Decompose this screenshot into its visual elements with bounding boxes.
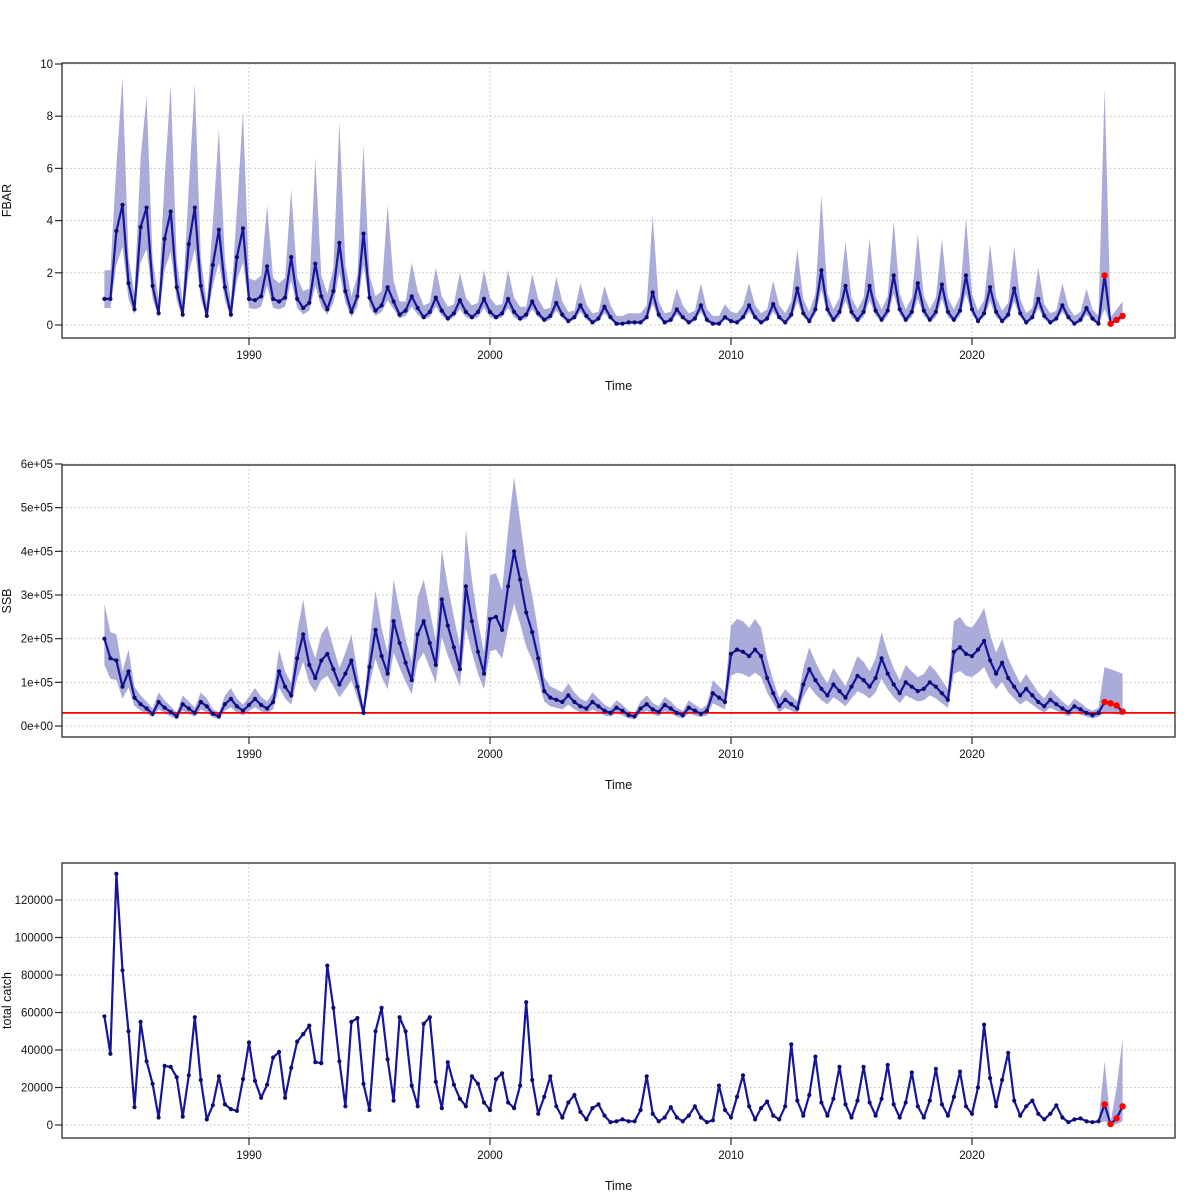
ssb-xtick-label: 2010 bbox=[718, 749, 744, 761]
ssb-ytick-label: 4e+05 bbox=[21, 546, 53, 558]
fbar-xtick-label: 1990 bbox=[236, 350, 262, 362]
fbar-markers bbox=[102, 202, 1101, 326]
total-catch-ytick-label: 40000 bbox=[21, 1045, 53, 1057]
ssb-y-axis: 0e+00 1e+05 2e+05 3e+05 4e+05 5e+05 6e+05 bbox=[21, 459, 62, 733]
total-catch-ytick-label: 80000 bbox=[21, 970, 53, 982]
ssb-forecast-points bbox=[1101, 698, 1126, 715]
total-catch-panel: 0 20000 40000 60000 80000 100000 120000 1990 200… bbox=[0, 862, 1176, 1193]
ssb-x-axis-title: Time bbox=[605, 778, 632, 792]
total-catch-y-axis: 0 20000 40000 60000 80000 100000 120000 bbox=[15, 895, 62, 1132]
ssb-plot-box bbox=[61, 464, 1176, 738]
fbar-x-axis-title: Time bbox=[605, 379, 632, 393]
ssb-x-axis: 1990 2000 2010 2020 bbox=[236, 737, 985, 761]
ssb-markers bbox=[102, 549, 1101, 719]
fbar-ytick-label: 0 bbox=[47, 320, 53, 332]
total-catch-markers bbox=[102, 871, 1101, 1125]
total-catch-ytick-label: 20000 bbox=[21, 1083, 53, 1095]
total-catch-y-axis-title: total catch bbox=[0, 972, 14, 1029]
ssb-ytick-label: 0e+00 bbox=[21, 721, 53, 733]
fbar-xtick-label: 2020 bbox=[959, 350, 985, 362]
total-catch-ytick-label: 100000 bbox=[15, 933, 53, 945]
fbar-xtick-label: 2010 bbox=[718, 350, 744, 362]
total-catch-xtick-label: 2010 bbox=[718, 1150, 744, 1162]
total-catch-x-axis-title: Time bbox=[605, 1179, 632, 1193]
total-catch-x-axis: 1990 2000 2010 2020 bbox=[236, 1138, 985, 1162]
ssb-ytick-label: 1e+05 bbox=[21, 677, 53, 689]
fbar-panel: 0 2 4 6 8 10 1990 2000 2010 2020 FBAR Time bbox=[0, 59, 1176, 393]
fbar-plot-box bbox=[61, 62, 1176, 339]
fbar-confidence-band bbox=[104, 77, 1123, 325]
ssb-ytick-label: 5e+05 bbox=[21, 503, 53, 515]
fbar-xtick-label: 2000 bbox=[477, 350, 503, 362]
total-catch-forecast-points bbox=[1101, 1101, 1126, 1128]
ssb-ytick-label: 2e+05 bbox=[21, 634, 53, 646]
ssb-xtick-label: 2000 bbox=[477, 749, 503, 761]
fbar-ytick-label: 6 bbox=[47, 163, 53, 175]
ssb-y-axis-title: SSB bbox=[0, 588, 14, 613]
total-catch-xtick-label: 2020 bbox=[959, 1150, 985, 1162]
total-catch-xtick-label: 1990 bbox=[236, 1150, 262, 1162]
fbar-ytick-label: 2 bbox=[47, 268, 53, 280]
ssb-panel: 0e+00 1e+05 2e+05 3e+05 4e+05 5e+05 6e+05 1990 2… bbox=[0, 459, 1176, 792]
fbar-forecast-points bbox=[1101, 272, 1126, 327]
fbar-y-axis-title: FBAR bbox=[0, 184, 14, 217]
total-catch-ytick-label: 120000 bbox=[15, 895, 53, 907]
ssb-ytick-label: 6e+05 bbox=[21, 459, 53, 471]
fbar-ytick-label: 8 bbox=[47, 111, 53, 123]
fbar-x-axis: 1990 2000 2010 2020 bbox=[236, 338, 985, 362]
total-catch-grid bbox=[62, 863, 1175, 1138]
total-catch-xtick-label: 2000 bbox=[477, 1150, 503, 1162]
total-catch-plot-box bbox=[61, 862, 1176, 1139]
fbar-ytick-label: 10 bbox=[40, 59, 53, 71]
ssb-series-line bbox=[103, 550, 1124, 718]
fbar-ytick-label: 4 bbox=[47, 216, 54, 228]
ssb-ytick-label: 3e+05 bbox=[21, 590, 53, 602]
total-catch-ytick-label: 0 bbox=[47, 1120, 53, 1132]
ssb-xtick-label: 1990 bbox=[236, 749, 262, 761]
total-catch-ytick-label: 60000 bbox=[21, 1008, 53, 1020]
ssb-xtick-label: 2020 bbox=[959, 749, 985, 761]
fbar-y-axis: 0 2 4 6 8 10 bbox=[40, 59, 62, 332]
